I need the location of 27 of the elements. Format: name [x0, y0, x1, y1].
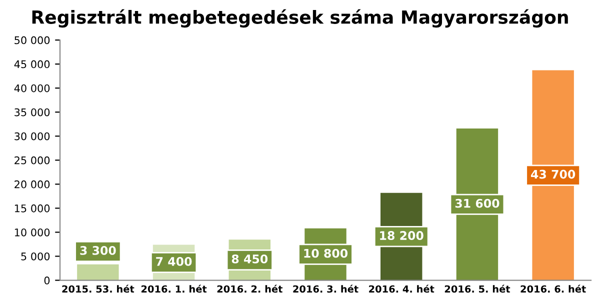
x-tick-label: 2016. 4. hét — [369, 284, 434, 293]
data-label: 8 450 — [232, 254, 268, 264]
data-label: 31 600 — [455, 198, 500, 208]
data-label: 7 400 — [156, 257, 192, 266]
y-tick-label: 30 000 — [14, 132, 50, 140]
bar — [77, 264, 119, 280]
x-tick-label: 2016. 3. hét — [293, 284, 358, 293]
y-tick-label: 35 000 — [14, 108, 50, 116]
y-tick-label: 10 000 — [14, 228, 50, 236]
y-tick-label: 45 000 — [14, 60, 50, 68]
data-label: 10 800 — [304, 248, 348, 258]
y-tick-label: 40 000 — [14, 84, 50, 92]
y-tick-label: 20 000 — [14, 180, 50, 188]
y-tick-label: 25 000 — [14, 156, 50, 164]
y-tick-label: 50 000 — [14, 36, 50, 44]
y-tick-label: 0 — [44, 276, 50, 284]
y-tick-label: 15 000 — [14, 204, 50, 212]
data-label: 18 200 — [380, 231, 424, 240]
x-tick-label: 2016. 1. hét — [141, 284, 207, 293]
x-tick-label: 2016. 5. hét — [444, 284, 510, 293]
x-tick-label: 2015. 53. hét — [62, 284, 134, 293]
y-tick-label: 5 000 — [21, 252, 50, 260]
data-label: 43 700 — [531, 170, 576, 179]
x-tick-label: 2016. 6. hét — [520, 284, 586, 293]
chart-title: Regisztrált megbetegedések száma Magyarországon — [32, 9, 568, 28]
data-label: 3 300 — [80, 246, 116, 255]
x-tick-label: 2016. 2. hét — [217, 284, 282, 293]
